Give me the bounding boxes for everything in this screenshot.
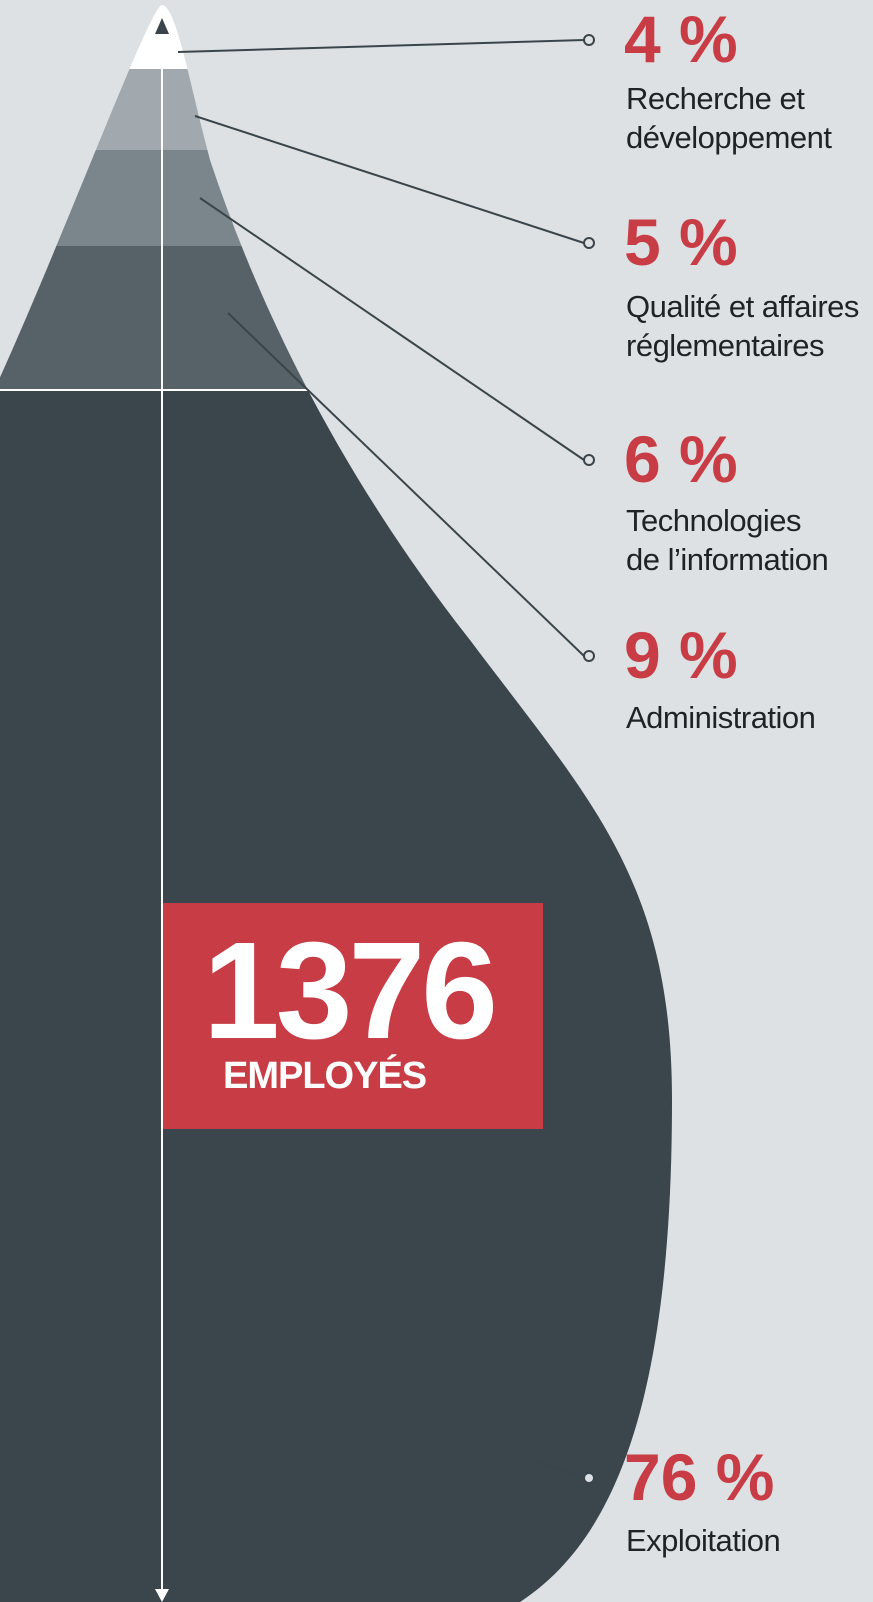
segment-label-line: développement [626,120,832,155]
segment-label-line: de l’information [626,542,829,577]
leader-line [524,1457,585,1479]
total-employees-box: 1376 EMPLOYÉS [163,903,543,1129]
segment-label: Recherche et développement [626,79,832,157]
leader-end-dot [583,1472,595,1484]
leader-end-dot [583,454,595,466]
total-employees-label: EMPLOYÉS [223,1055,427,1097]
segment-label-line: Exploitation [626,1523,781,1558]
total-employees-value: 1376 [203,914,498,1068]
segment-label: Qualité et affaires réglementaires [626,287,859,365]
segment-label: Administration [626,698,816,737]
leader-line [227,312,585,657]
leader-lines [177,34,595,1484]
segment-label-line: Technologies [626,503,801,538]
segment-percent: 9 % [624,618,738,692]
leader-line [199,197,585,461]
segment-label-line: réglementaires [626,328,825,363]
arrow-up-icon [155,18,169,34]
leader-end-dot [583,34,595,46]
segment-label: Exploitation [626,1521,781,1560]
leader-end-dot [583,237,595,249]
leader-end-dot [583,650,595,662]
arrow-down-icon [155,1589,169,1602]
segment-percent: 4 % [624,2,738,76]
leader-line [194,115,585,244]
segment-label: Technologies de l’information [626,501,829,579]
segment-percent: 6 % [624,422,738,496]
segment-label-line: Administration [626,700,816,735]
segment-percent: 5 % [624,205,738,279]
leader-line [177,39,585,53]
segment-percent: 76 % [624,1440,775,1514]
segment-label-line: Qualité et affaires [626,289,859,324]
segment-label-line: Recherche et [626,81,805,116]
